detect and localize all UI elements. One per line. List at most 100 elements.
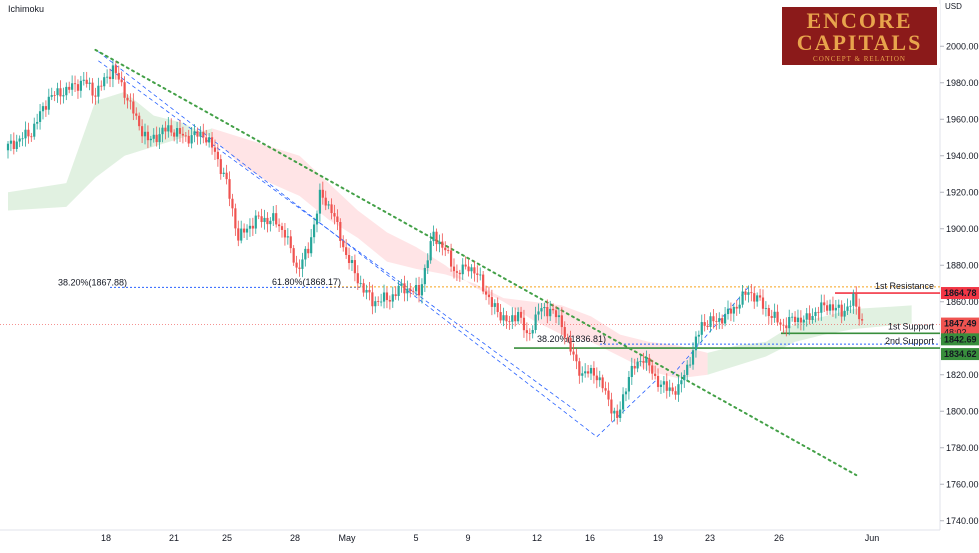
candle-body: [33, 123, 36, 137]
candle-body: [277, 224, 281, 227]
candle-body: [330, 204, 333, 214]
candle-body: [292, 248, 295, 263]
y-tick-label: 1940.00: [946, 151, 979, 161]
candle-body: [843, 310, 846, 317]
candle-body: [621, 394, 625, 410]
candle-body: [741, 291, 744, 305]
candle-body: [263, 217, 266, 223]
candle-body: [260, 216, 263, 223]
candle-body: [27, 129, 30, 137]
candle-body: [444, 247, 447, 251]
y-tick-label: 1960.00: [946, 114, 979, 124]
candle-body: [467, 266, 470, 272]
candle-body: [111, 65, 115, 80]
candle-body: [575, 354, 578, 362]
candle-body: [438, 241, 441, 245]
candle-body: [846, 306, 849, 311]
candle-body: [607, 390, 610, 400]
candle-body: [190, 135, 193, 144]
level-label-support: 1st Support: [888, 321, 935, 331]
candle-body: [726, 308, 730, 315]
candle-body: [540, 308, 543, 312]
logo-line-1: ENCORE: [806, 7, 913, 33]
candle-body: [502, 315, 505, 321]
candle-body: [455, 271, 459, 273]
candle-body: [272, 213, 275, 221]
candle-body: [554, 310, 558, 318]
candle-body: [205, 137, 208, 143]
candle-body: [53, 95, 56, 96]
x-tick-label: 18: [101, 533, 111, 543]
support1-price-tag: [941, 333, 979, 346]
candle-body: [12, 140, 15, 149]
candle-body: [447, 250, 450, 251]
candle-body: [549, 308, 552, 317]
y-tick-label: 1860.00: [946, 297, 979, 307]
candle-body: [50, 95, 53, 97]
candle-body: [557, 315, 561, 318]
indicator-label: Ichimoku: [8, 4, 45, 14]
candle-body: [860, 319, 864, 321]
candle-body: [412, 291, 415, 293]
candle-body: [537, 311, 540, 315]
candle-body: [435, 231, 438, 245]
current-price-tag: [941, 317, 979, 339]
candle-body: [840, 304, 843, 317]
candle-body: [240, 228, 243, 241]
candle-body: [362, 283, 365, 293]
candle-body: [709, 316, 712, 327]
candle-body: [339, 221, 342, 242]
candle-body: [318, 189, 322, 214]
candle-body: [479, 274, 482, 276]
candle-body: [123, 82, 126, 98]
candle-body: [202, 131, 205, 138]
candle-body: [129, 100, 132, 102]
candle-body: [62, 95, 65, 97]
candle-body: [120, 79, 123, 83]
x-tick-label: 26: [774, 533, 784, 543]
candle-body: [324, 197, 327, 206]
candle-body: [642, 360, 645, 363]
candle-body: [216, 151, 219, 160]
candle-body: [175, 128, 179, 137]
candle-body: [756, 295, 759, 302]
y-tick-label: 1900.00: [946, 224, 979, 234]
y-tick-label: 1820.00: [946, 370, 979, 380]
candle-body: [473, 267, 476, 274]
candle-body: [298, 267, 301, 269]
candle-body: [103, 77, 106, 87]
candle-body: [805, 313, 808, 320]
candle-body: [44, 106, 47, 110]
countdown-text: 48:02: [944, 328, 967, 338]
candle-body: [581, 373, 584, 376]
candle-body: [694, 336, 698, 351]
candle-body: [735, 306, 738, 309]
candle-body: [196, 131, 199, 137]
logo: ENCORE CAPITALS CONCEPT & RELATION: [779, 4, 940, 68]
candle-body: [15, 141, 18, 149]
candle-body: [88, 82, 91, 84]
candle-body: [517, 311, 520, 322]
candle-body: [712, 316, 715, 322]
candle-body: [449, 250, 453, 267]
candle-body: [791, 316, 794, 318]
ichimoku-cloud-bull: [8, 91, 213, 211]
candle-body: [143, 131, 147, 137]
y-tick-label: 1880.00: [946, 260, 979, 270]
candle-body: [750, 292, 753, 294]
candle-body: [738, 304, 741, 309]
candle-body: [767, 307, 770, 317]
candle-body: [106, 76, 109, 78]
support2-price-tag-text: 1834.62: [944, 349, 977, 359]
candle-body: [808, 313, 811, 320]
candle-body: [170, 125, 173, 133]
current-price-text: 1847.49: [944, 319, 977, 329]
candle-body: [222, 172, 225, 174]
x-tick-label: Jun: [865, 533, 880, 543]
candle-body: [365, 289, 368, 293]
logo-badge: ENCORE CAPITALS CONCEPT & RELATION: [782, 7, 937, 65]
fib-channel-line: [596, 378, 659, 438]
candle-body: [152, 134, 155, 139]
candle-body: [817, 311, 820, 313]
